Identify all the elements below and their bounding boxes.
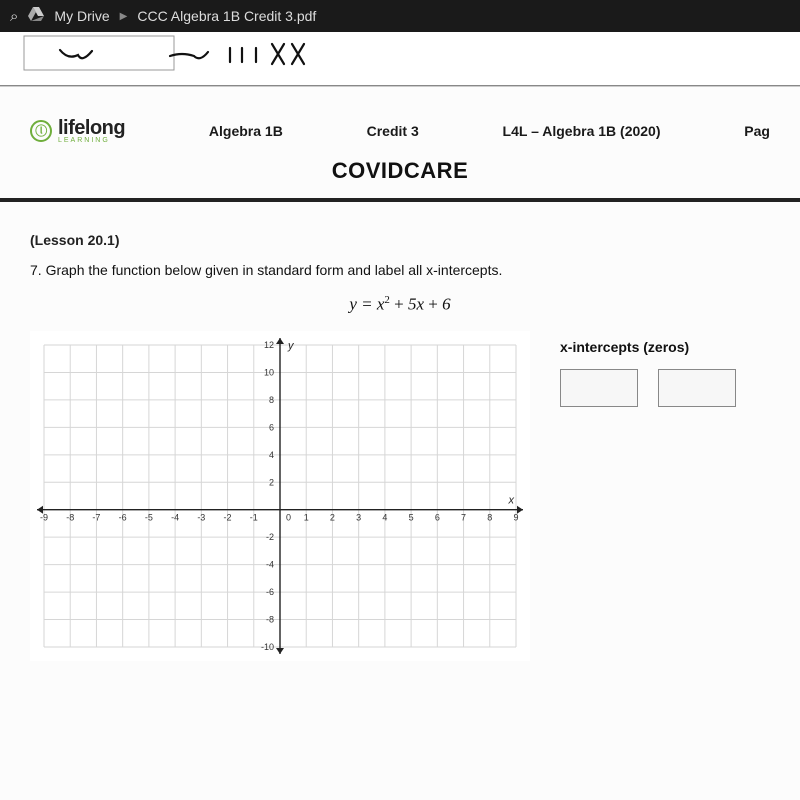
svg-text:-1: -1 <box>250 512 258 522</box>
svg-text:4: 4 <box>269 449 274 459</box>
chevron-right-icon: ▶ <box>120 11 128 22</box>
banner-text: COVIDCARE <box>0 144 800 198</box>
svg-text:3: 3 <box>356 512 361 522</box>
svg-text:1: 1 <box>304 512 309 522</box>
lifelong-logo: ⓛ lifelong LEARNING <box>30 117 125 144</box>
drive-icon[interactable] <box>28 7 44 25</box>
pdf-viewer-topbar: ⌕ My Drive ▶ CCC Algebra 1B Credit 3.pdf <box>0 0 800 32</box>
intercepts-panel: x-intercepts (zeros) <box>560 339 736 407</box>
svg-text:2: 2 <box>330 512 335 522</box>
svg-text:-9: -9 <box>40 512 48 522</box>
svg-text:4: 4 <box>382 512 387 522</box>
intercepts-label: x-intercepts (zeros) <box>560 339 736 355</box>
content-area: (Lesson 20.1) 7. Graph the function belo… <box>0 232 800 666</box>
svg-text:-4: -4 <box>266 559 274 569</box>
svg-text:10: 10 <box>264 367 274 377</box>
lesson-label: (Lesson 20.1) <box>30 232 770 248</box>
breadcrumb-file[interactable]: CCC Algebra 1B Credit 3.pdf <box>137 8 316 24</box>
svg-text:8: 8 <box>269 395 274 405</box>
svg-text:12: 12 <box>264 340 274 350</box>
header-rule <box>0 198 800 202</box>
logo-icon: ⓛ <box>30 120 52 142</box>
svg-text:-2: -2 <box>224 512 232 522</box>
equation: y = x2 + 5x + 6 <box>30 294 770 315</box>
svg-text:-5: -5 <box>145 512 153 522</box>
svg-text:-8: -8 <box>266 614 274 624</box>
intercept-box-2[interactable] <box>658 369 736 407</box>
svg-text:0: 0 <box>286 512 291 522</box>
header-code: L4L – Algebra 1B (2020) <box>503 123 661 139</box>
svg-text:-3: -3 <box>197 512 205 522</box>
svg-text:2: 2 <box>269 477 274 487</box>
prev-page-sliver <box>0 32 800 86</box>
logo-text: lifelong <box>58 117 125 139</box>
breadcrumb-drive[interactable]: My Drive <box>54 8 109 24</box>
header-course: Algebra 1B <box>209 123 283 139</box>
svg-text:9: 9 <box>513 512 518 522</box>
svg-text:-7: -7 <box>92 512 100 522</box>
problem-text: 7. Graph the function below given in sta… <box>30 262 770 278</box>
search-icon[interactable]: ⌕ <box>10 8 18 25</box>
svg-text:8: 8 <box>487 512 492 522</box>
svg-text:7: 7 <box>461 512 466 522</box>
coordinate-grid: -9-8-7-6-5-4-3-2-1012345678924681012-2-4… <box>30 331 530 666</box>
svg-text:-8: -8 <box>66 512 74 522</box>
page-header: ⓛ lifelong LEARNING Algebra 1B Credit 3 … <box>0 117 800 144</box>
svg-text:6: 6 <box>269 422 274 432</box>
svg-text:-2: -2 <box>266 532 274 542</box>
header-credit: Credit 3 <box>367 123 419 139</box>
svg-text:-6: -6 <box>266 587 274 597</box>
header-page: Pag <box>744 123 770 139</box>
svg-text:-4: -4 <box>171 512 179 522</box>
svg-text:-6: -6 <box>119 512 127 522</box>
svg-text:5: 5 <box>409 512 414 522</box>
svg-text:-10: -10 <box>261 642 274 652</box>
svg-text:x: x <box>508 494 515 506</box>
intercept-box-1[interactable] <box>560 369 638 407</box>
worksheet-page: ⓛ lifelong LEARNING Algebra 1B Credit 3 … <box>0 86 800 800</box>
svg-text:6: 6 <box>435 512 440 522</box>
